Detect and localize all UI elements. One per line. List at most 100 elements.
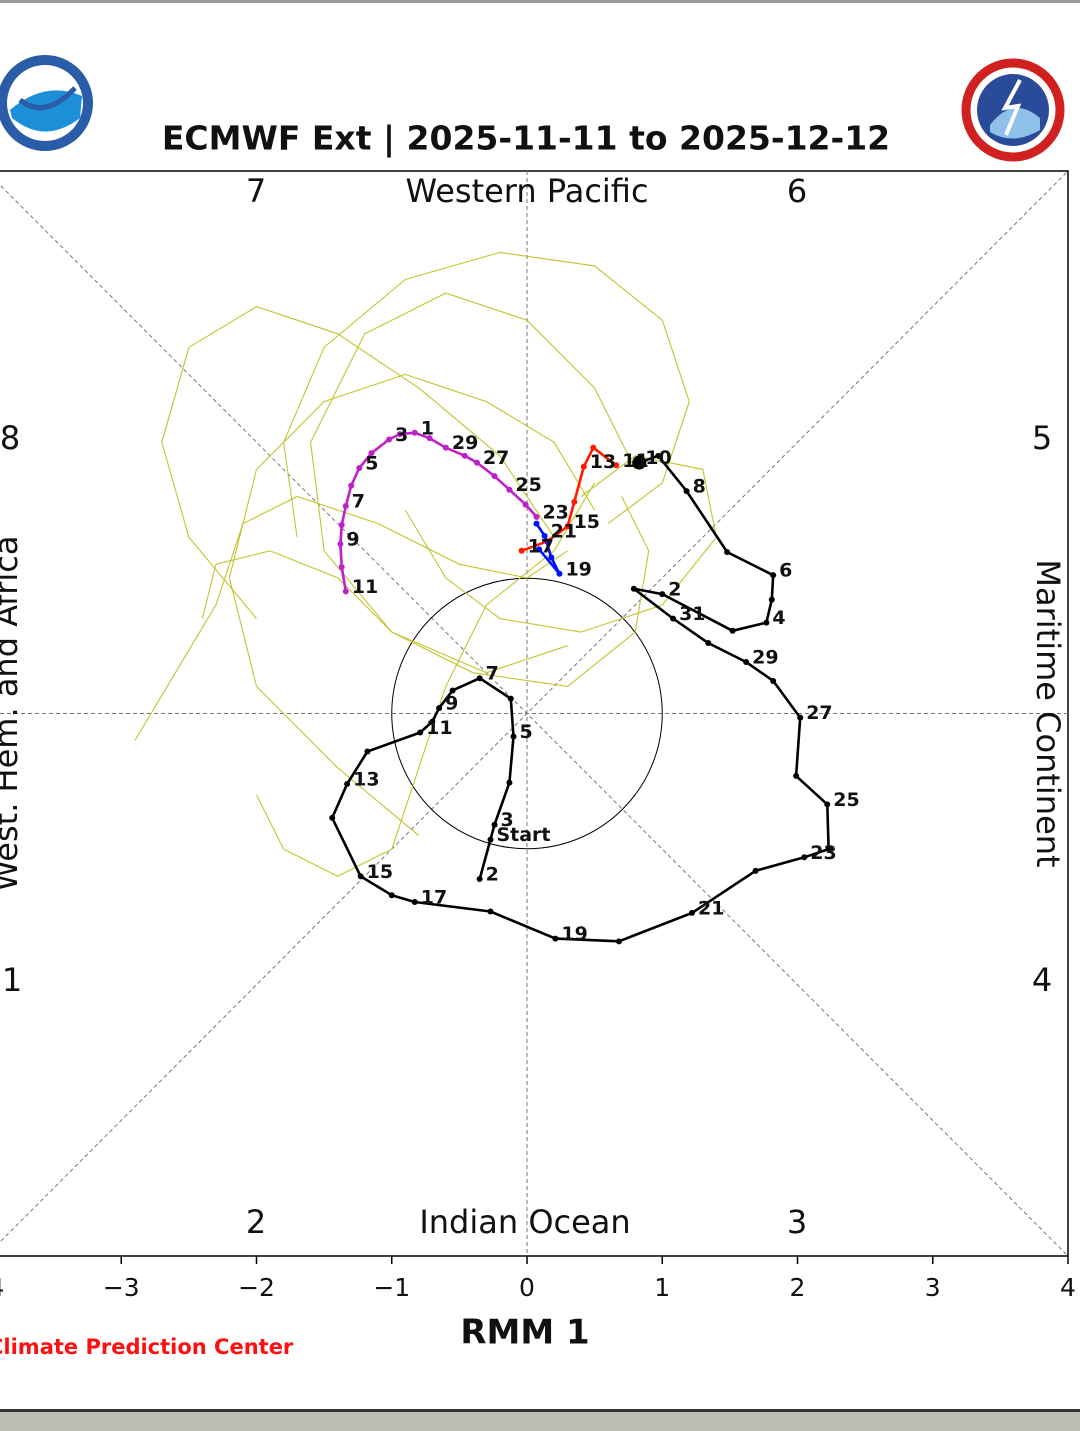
trajectory-point bbox=[705, 639, 712, 646]
trajectory-point bbox=[342, 588, 349, 595]
point-label: 6 bbox=[779, 560, 792, 582]
trajectory-point bbox=[556, 570, 563, 577]
point-label: 15 bbox=[574, 511, 600, 533]
x-tick-label: 0 bbox=[519, 1273, 535, 1302]
ensemble-member bbox=[256, 482, 596, 877]
trajectory-point bbox=[571, 498, 578, 505]
guides bbox=[0, 171, 1068, 1256]
trajectory-point bbox=[768, 596, 775, 603]
phase-number: 6 bbox=[787, 172, 807, 210]
trajectory-point bbox=[510, 733, 517, 740]
noaa-logo bbox=[0, 55, 93, 151]
trajectory-point bbox=[518, 547, 525, 554]
point-label: 5 bbox=[365, 453, 378, 475]
trajectory-point bbox=[683, 488, 690, 495]
point-label: 25 bbox=[833, 789, 859, 811]
trajectory-point bbox=[411, 429, 418, 436]
trajectory-point bbox=[541, 532, 548, 539]
trajectory-point bbox=[506, 779, 513, 786]
trajectory-point bbox=[533, 513, 540, 520]
trajectory-point bbox=[487, 908, 494, 915]
trajectory-point bbox=[655, 452, 662, 459]
point-label: 27 bbox=[806, 702, 832, 724]
x-tick-label: −2 bbox=[238, 1273, 275, 1302]
trajectory-point bbox=[615, 938, 622, 945]
trajectory-point bbox=[801, 854, 808, 861]
point-label: 29 bbox=[452, 432, 478, 454]
trajectory-point bbox=[476, 675, 483, 682]
point-label: 23 bbox=[542, 501, 568, 523]
trajectory-point bbox=[824, 801, 831, 808]
trajectory-point bbox=[429, 718, 436, 725]
trajectory-point bbox=[536, 546, 543, 553]
trajectory-point bbox=[522, 501, 529, 508]
trajectory bbox=[329, 452, 832, 945]
x-tick-label: 4 bbox=[1060, 1273, 1076, 1302]
trajectory-point bbox=[449, 687, 456, 694]
point-label: 7 bbox=[486, 663, 499, 685]
trajectory-point bbox=[388, 892, 395, 899]
point-label: 4 bbox=[772, 607, 785, 629]
phase-number: 8 bbox=[0, 419, 20, 457]
trajectory-point bbox=[630, 585, 637, 592]
point-label: 10 bbox=[645, 447, 671, 469]
point-label: 2 bbox=[486, 863, 499, 885]
trajectory-point bbox=[533, 520, 540, 527]
trajectory-point bbox=[348, 482, 355, 489]
trajectory-point bbox=[590, 444, 597, 451]
point-label: Start bbox=[496, 824, 550, 846]
trajectory-point bbox=[473, 459, 480, 466]
trajectory-point bbox=[613, 462, 620, 469]
trajectory-point bbox=[386, 436, 393, 443]
point-label: 17 bbox=[421, 887, 447, 909]
x-tick-label: −1 bbox=[373, 1273, 410, 1302]
end-marker bbox=[632, 455, 647, 470]
trajectory-point bbox=[659, 591, 666, 598]
point-label: 15 bbox=[367, 861, 393, 883]
trajectory-point bbox=[337, 540, 344, 547]
region-label: Western Pacific bbox=[405, 172, 648, 210]
point-label: 21 bbox=[698, 897, 724, 919]
trajectory-point bbox=[689, 909, 696, 916]
trajectory-point bbox=[396, 431, 403, 438]
trajectory-point bbox=[344, 781, 351, 788]
phase-number: 5 bbox=[1032, 419, 1052, 457]
point-label: 23 bbox=[810, 842, 836, 864]
phase-number: 3 bbox=[787, 1203, 807, 1241]
point-label: 11 bbox=[426, 717, 452, 739]
trajectory-point bbox=[411, 899, 418, 906]
diagonal-guide bbox=[0, 184, 1068, 1256]
ensemble-member bbox=[134, 495, 568, 741]
trajectory-point bbox=[487, 836, 494, 843]
trajectory-point bbox=[417, 729, 424, 736]
trajectory bbox=[533, 520, 563, 577]
point-label: 21 bbox=[551, 520, 577, 542]
point-label: 3 bbox=[395, 424, 408, 446]
x-tick-label: −3 bbox=[103, 1273, 140, 1302]
trajectory-point bbox=[564, 523, 571, 530]
trajectory-point bbox=[793, 772, 800, 779]
point-label: 11 bbox=[352, 576, 378, 598]
trajectory-point bbox=[491, 821, 498, 828]
ensemble-member bbox=[283, 251, 690, 538]
phase-number: 7 bbox=[246, 172, 266, 210]
trajectory-point bbox=[770, 572, 777, 579]
trajectory bbox=[337, 429, 540, 595]
nws-logo bbox=[961, 58, 1065, 162]
trajectory-point bbox=[507, 695, 514, 702]
phase-number: 4 bbox=[1032, 961, 1052, 999]
region-label: West. Hem. and Africa bbox=[0, 536, 25, 892]
region-label: Indian Ocean bbox=[419, 1203, 630, 1241]
bottom-edge bbox=[0, 1409, 1080, 1412]
point-label: 5 bbox=[519, 721, 532, 743]
x-tick-label: 1 bbox=[654, 1273, 670, 1302]
trajectory-point bbox=[548, 554, 555, 561]
phase-number: 2 bbox=[246, 1203, 266, 1241]
trajectory-point bbox=[338, 521, 345, 528]
point-label: 2 bbox=[668, 579, 681, 601]
trajectory-point bbox=[670, 615, 677, 622]
trajectory-point bbox=[426, 435, 433, 442]
trajectory-point bbox=[356, 465, 363, 472]
trajectory-point bbox=[580, 463, 587, 470]
